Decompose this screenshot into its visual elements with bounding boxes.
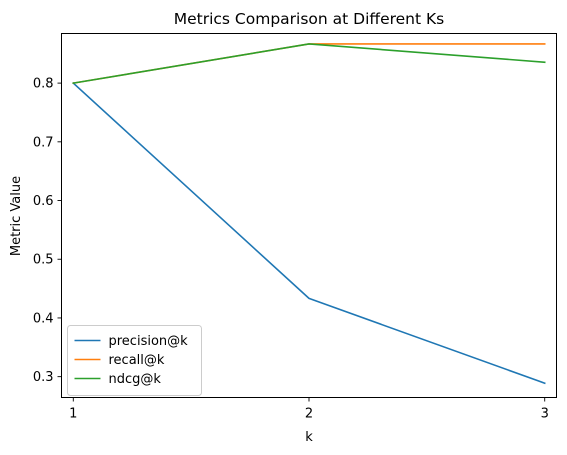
legend-label: recall@k [109, 353, 165, 368]
y-axis-label: Metric Value [9, 176, 24, 256]
y-tick-label: 0.4 [33, 311, 54, 326]
y-axis-ticks: 0.3 0.4 0.5 0.6 0.7 0.8 [33, 77, 62, 385]
series-line-ndcg-at-k [72, 43, 546, 85]
legend-label: precision@k [109, 334, 189, 349]
x-axis-label: k [305, 430, 313, 445]
y-tick-label: 0.6 [33, 194, 54, 209]
series-line-recall-at-k [72, 43, 546, 85]
y-tick-label: 0.7 [33, 135, 54, 150]
x-tick-label: 1 [69, 407, 77, 422]
series-line-precision-at-k [72, 81, 546, 385]
legend-box [67, 325, 202, 396]
x-axis-ticks: 1 2 3 [69, 397, 549, 422]
x-tick-label: 2 [305, 407, 313, 422]
x-tick-label: 3 [541, 407, 549, 422]
plot-lines [72, 43, 546, 385]
y-tick-label: 0.8 [33, 77, 54, 92]
chart-title: Metrics Comparison at Different Ks [174, 10, 445, 28]
y-tick-label: 0.3 [33, 370, 54, 385]
legend: precision@k recall@k ndcg@k [67, 325, 202, 396]
y-tick-label: 0.5 [33, 253, 54, 268]
legend-label: ndcg@k [109, 372, 162, 387]
